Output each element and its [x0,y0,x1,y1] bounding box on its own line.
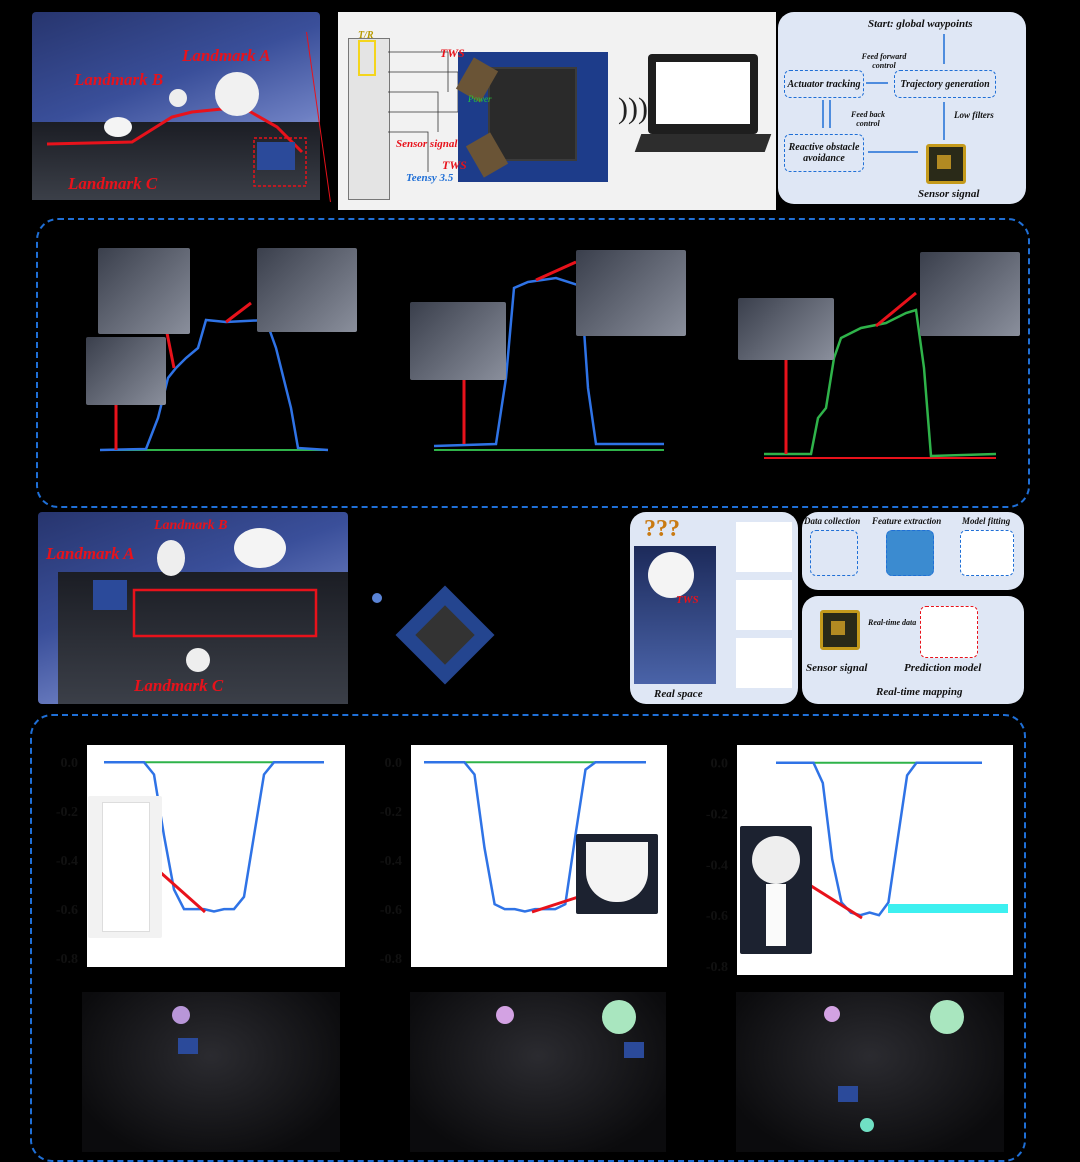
start-label: Start: global waypoints [868,18,973,30]
d-inset-5 [576,250,686,336]
scene-photo-3 [736,992,1004,1152]
ytick-label: -0.8 [56,952,78,967]
d-inset-1 [98,248,190,334]
axis-plot-2 [736,580,792,630]
trajectory-node: Trajectory generation [894,70,996,98]
panel-g-bottom: Sensor signal Real-time data Prediction … [802,596,1024,704]
panel-h-box [30,714,1026,1162]
pointer-arrow [159,870,206,914]
d-inset-6 [738,298,834,360]
sensor-ball [648,552,694,598]
prediction-node [920,606,978,658]
d-inset-4 [410,302,506,380]
laptop-icon [648,54,758,134]
ytick-label: -0.6 [706,909,728,924]
data-collection-label: Data collection [804,516,861,526]
jetson-board [488,67,577,161]
landmark-c-label: Landmark C [68,174,158,193]
panel-b: T/R TWS TWS Power Sensor signal Teensy 3… [338,12,776,210]
d-inset-7 [920,252,1020,336]
sensor-chip-icon [926,144,966,184]
h-inset-3 [740,826,812,954]
landmark-b-e-label: Landmark B [154,518,228,533]
blue-dot [372,593,382,603]
real-space-label: Real space [654,688,703,700]
ytick-label: -0.8 [380,952,402,967]
model-node [960,530,1014,576]
feature-node [886,530,934,576]
real-time-data-label: Real-time data [868,618,917,627]
landmark-a-e-label: Landmark A [46,544,135,563]
series-line [104,760,324,913]
ytick-label: -0.4 [380,854,402,869]
sensor-signal-c-label: Sensor signal [918,188,980,200]
actuator-node: Actuator tracking [784,70,864,98]
ytick-label: -0.8 [706,960,728,975]
d-inset-2 [257,248,357,332]
feed-back-label: Feed back control [851,110,885,128]
axis-plot-3 [736,638,792,688]
scene-photo-2 [410,992,666,1152]
axis-plot-1 [736,522,792,572]
teensy-board [348,38,390,200]
sensor-signal-g-label: Sensor signal [806,662,868,674]
tr-highlight [358,40,376,76]
power-label: Power [468,94,492,104]
ytick-label: -0.2 [380,805,402,820]
ytick-label: -0.6 [380,903,402,918]
path-svg [46,72,307,187]
panel-e-photo: Landmark B Landmark A Landmark C [38,512,348,704]
laptop-node [810,530,858,576]
low-filters-label: Low filters [954,110,994,120]
landmark-a-label: Landmark A [182,46,271,65]
tr-label: T/R [358,30,374,41]
ytick-label: -0.6 [56,903,78,918]
landmark-c-e-label: Landmark C [134,676,224,695]
tws-top-label: TWS [440,46,465,60]
model-fitting-label: Model fitting [962,516,1011,526]
sensor-signal-label: Sensor signal [396,138,458,150]
panel-c-flow: Start: global waypoints Trajectory gener… [778,12,1026,204]
path-svg-e [93,528,318,672]
panel-g-top: Data collection Feature extraction Model… [802,512,1024,590]
landmark-b-label: Landmark B [74,70,164,89]
scene-photo-1 [82,992,340,1152]
wireless-icon: ))) [618,92,648,125]
real-time-mapping-label: Real-time mapping [876,686,963,698]
panel-d-traces [99,260,997,459]
h-inset-2 [576,834,658,914]
panel-d-box [36,218,1030,508]
ytick-label: 0.0 [61,756,79,771]
series-line [424,760,646,913]
ytick-label: 0.0 [385,756,403,771]
pointer-arrow [807,882,863,920]
panel-a-photo: Landmark A Landmark B Landmark C [32,12,320,200]
feed-forward-label: Feed forward control [861,52,907,70]
ytick-label: -0.2 [56,805,78,820]
tws-g-label: TWS [676,594,699,606]
series-line [776,761,982,917]
ytick-label: -0.2 [706,808,728,823]
flow-arrows [822,34,945,153]
ytick-label: -0.4 [706,858,728,873]
feature-extraction-label: Feature extraction [872,516,942,526]
panel-g-left: ??? TWS Real space [630,512,798,704]
tws-bottom-label: TWS [442,158,467,172]
prediction-model-label: Prediction model [904,662,982,674]
reactive-node: Reactive obstacle avoidance [784,134,864,172]
question-marks: ??? [644,516,680,542]
ytick-label: 0.0 [711,757,729,772]
cyan-bar [888,904,1008,913]
teensy-label: Teensy 3.5 [406,172,454,184]
d-inset-3 [86,337,166,405]
ytick-label: -0.4 [56,854,78,869]
h-inset-1 [88,796,162,938]
sensor-chip-g-icon [820,610,860,650]
